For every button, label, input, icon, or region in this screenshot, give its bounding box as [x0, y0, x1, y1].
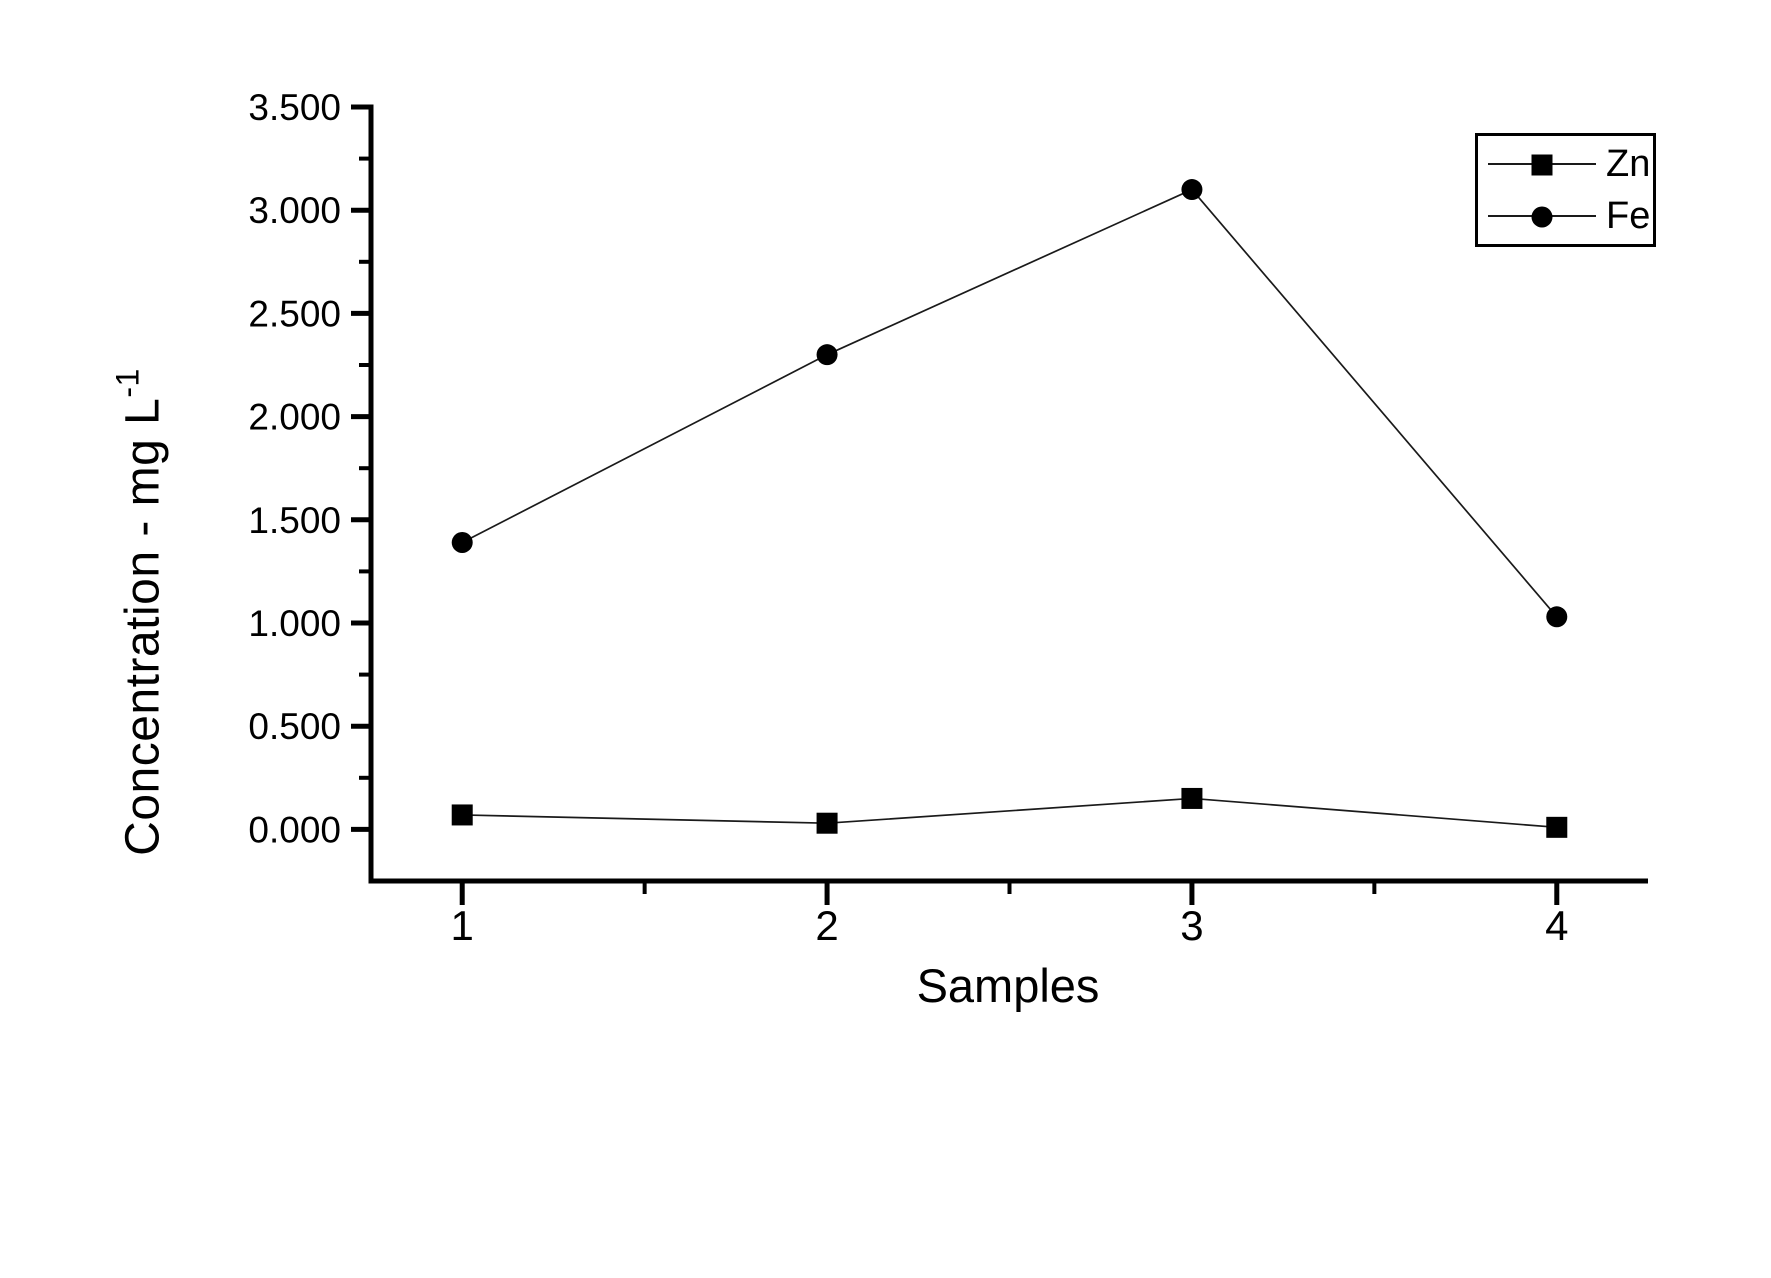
x-tick-label: 1: [451, 902, 474, 949]
y-axis-title: Concentration - mg L-1: [110, 368, 171, 856]
y-tick-label: 3.500: [248, 87, 341, 128]
data-point-zn-sample-1: [451, 804, 473, 826]
data-point-zn-sample-4: [1546, 816, 1568, 838]
y-axis-title-superscript: -1: [109, 368, 146, 398]
y-tick-label: 0.500: [248, 706, 341, 747]
x-tick-label: 4: [1545, 902, 1568, 949]
legend-item-zn: Zn: [1478, 141, 1653, 187]
legend: Zn Fe: [1475, 133, 1656, 247]
legend-label-fe: Fe: [1606, 194, 1651, 237]
x-tick-label: 2: [815, 902, 838, 949]
x-tick-label: 3: [1180, 902, 1203, 949]
y-tick-label: 3.000: [248, 190, 341, 231]
fe-line-sample: [1488, 206, 1596, 228]
data-point-fe-sample-2: [816, 344, 838, 366]
y-tick-label: 0.000: [248, 809, 341, 850]
legend-label-zn: Zn: [1606, 143, 1651, 186]
y-tick-label: 2.000: [248, 397, 341, 438]
y-tick-label: 2.500: [248, 293, 341, 334]
data-point-zn-sample-2: [816, 812, 838, 834]
data-point-fe-sample-3: [1181, 179, 1203, 201]
zn-line-sample: [1488, 154, 1596, 176]
series-line-fe: [461, 188, 1558, 618]
y-tick-label: 1.000: [248, 603, 341, 644]
fe-circle-marker-icon: [1531, 206, 1553, 228]
x-axis-title: Samples: [916, 959, 1100, 1012]
y-tick-label: 1.500: [248, 500, 341, 541]
data-point-fe-sample-1: [451, 532, 473, 554]
zn-square-marker-icon: [1531, 154, 1553, 176]
series-line-zn: [462, 797, 1557, 829]
data-point-fe-sample-4: [1546, 606, 1568, 628]
legend-item-fe: Fe: [1478, 193, 1653, 239]
y-axis-title-text: Concentration - mg L: [116, 397, 170, 856]
data-point-zn-sample-3: [1181, 787, 1203, 809]
